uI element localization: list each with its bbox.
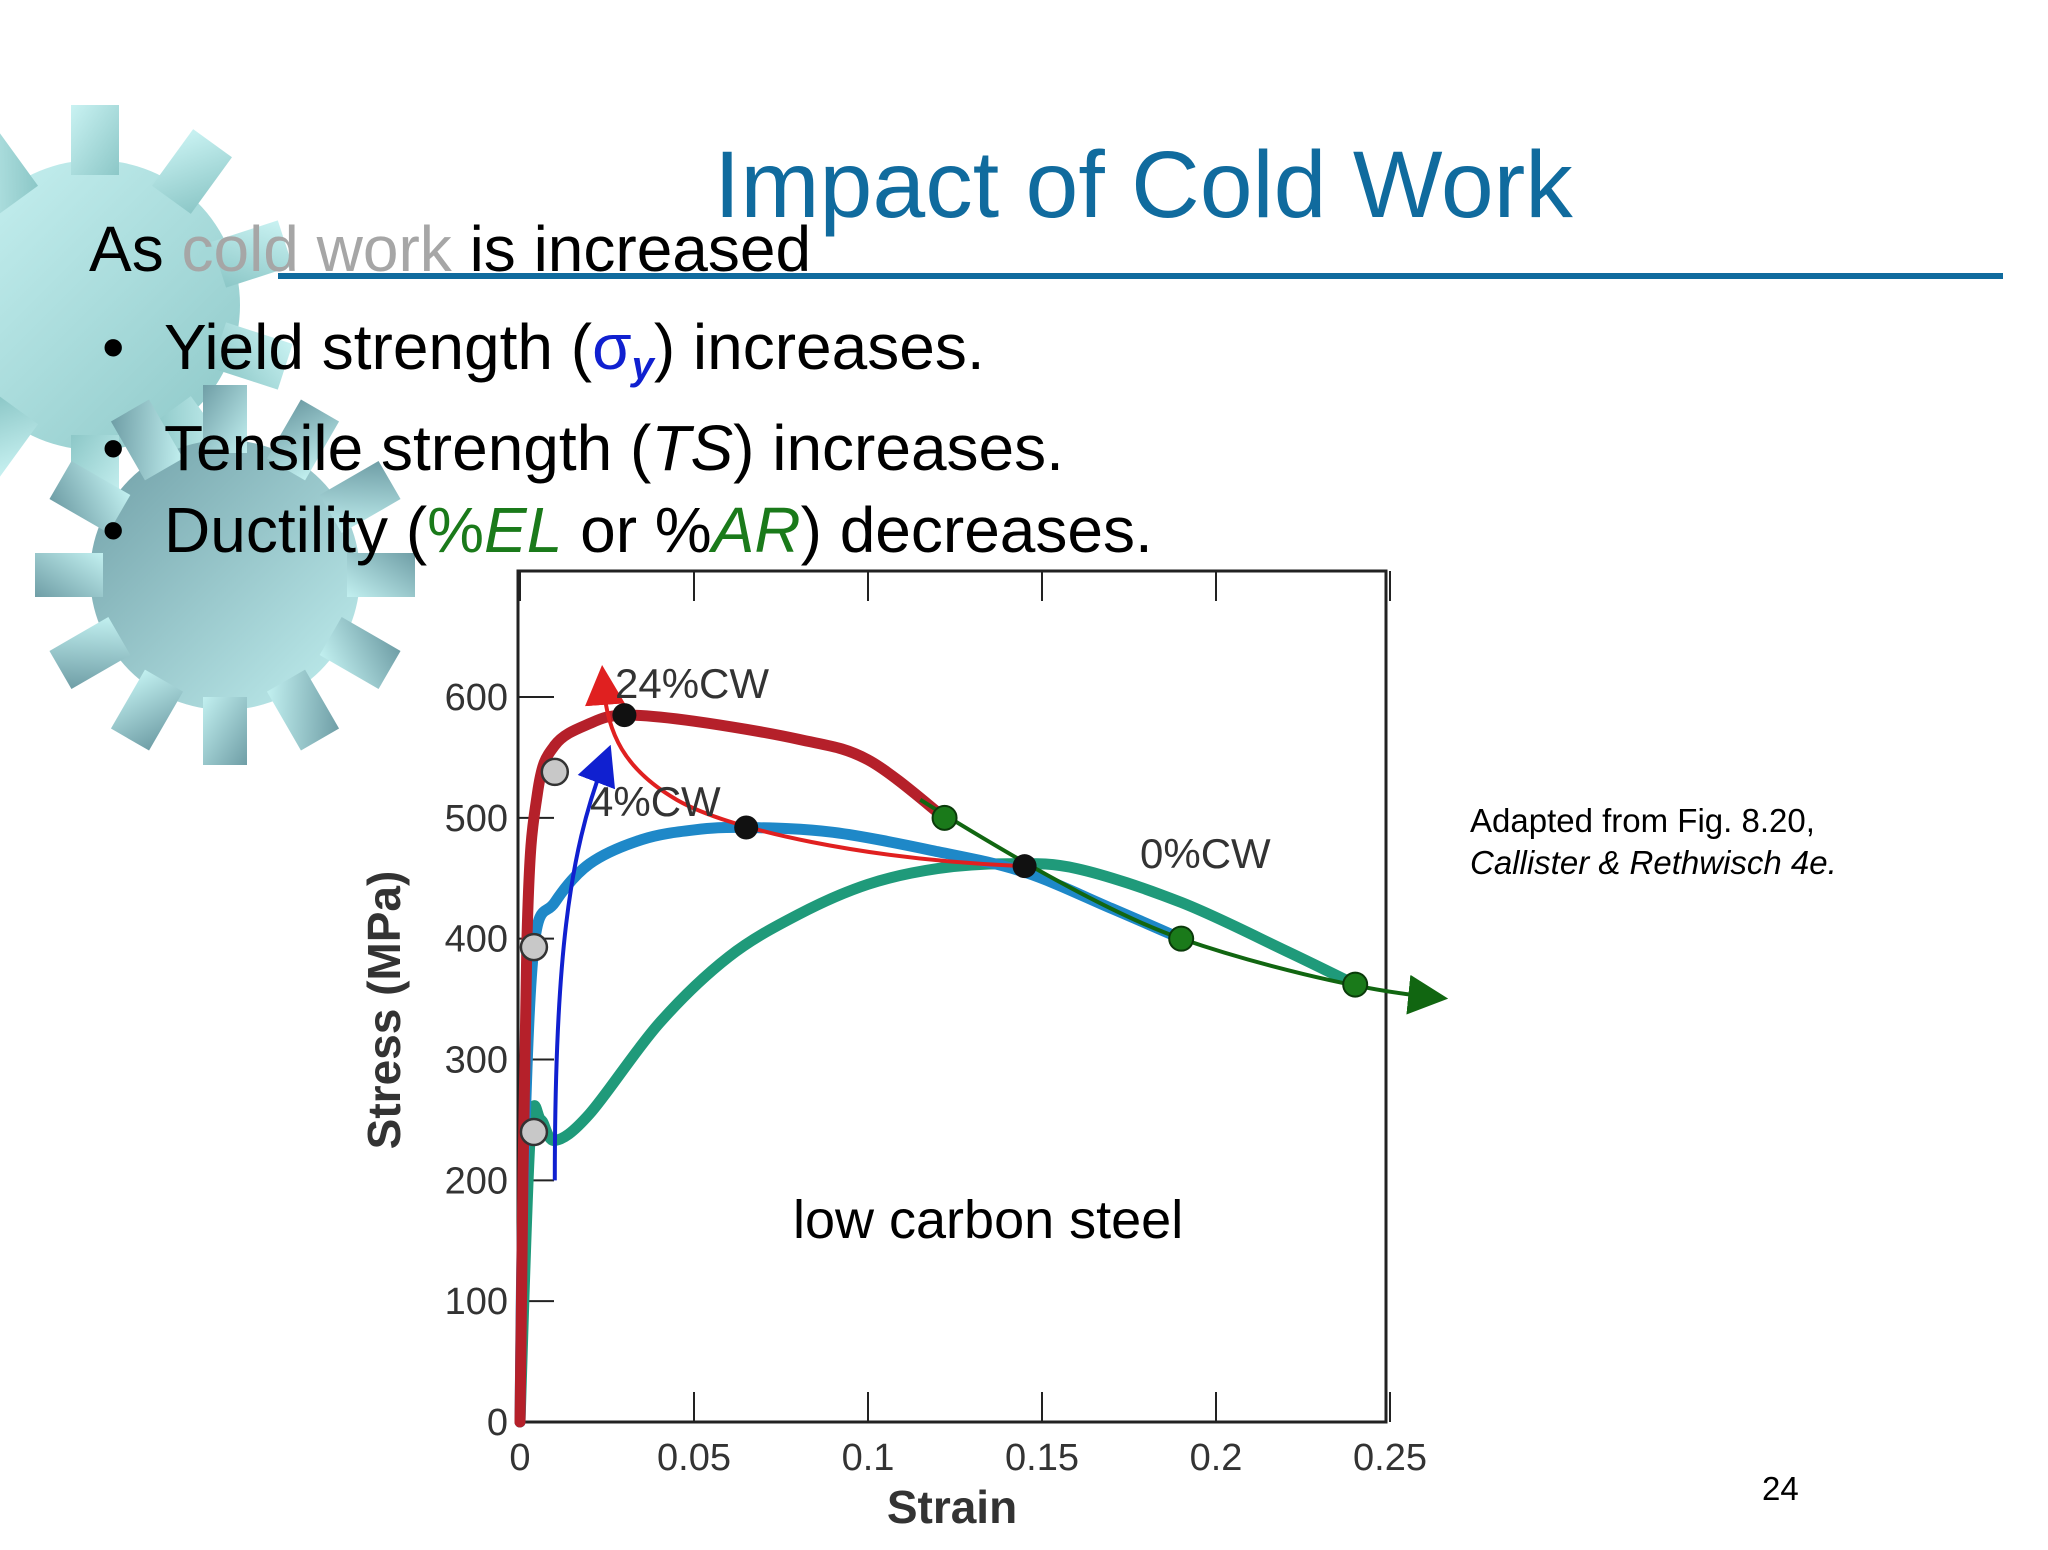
x-axis-label: Strain (887, 1481, 1017, 1533)
page-number: 24 (1762, 1470, 1799, 1507)
slide-title: Impact of Cold Work (714, 132, 1573, 238)
tensile-point-marker (612, 703, 637, 728)
yield-trend-arrow (552, 744, 616, 1181)
y-tick-label: 0 (487, 1402, 508, 1444)
bullet-text: or % (562, 494, 712, 566)
series-label-24cw: 24%CW (615, 660, 769, 707)
marker-layer (519, 703, 1369, 1147)
bullet-ductility: • Ductility (%EL or %AR) decreases. (100, 489, 1153, 571)
series-line-4pct-cw (514, 821, 1187, 1428)
lead-text: As cold work is increased (89, 214, 811, 284)
fracture-point-marker (931, 804, 958, 831)
yield-point-marker (519, 932, 549, 962)
sigma-subscript: y (631, 344, 654, 388)
bullet-glyph: • (102, 494, 125, 566)
stress-strain-chart: 0 0.05 0.1 0.15 0.2 0.25 0 100 200 300 400 500 600 2… (358, 569, 1449, 1533)
bullet-text: ) decreases. (800, 494, 1153, 566)
y-axis-label: Stress (MPa) (358, 871, 410, 1150)
tick-labels: 0 0.05 0.1 0.15 0.2 0.25 0 100 200 300 400 500 600 (445, 677, 1427, 1479)
bullet-glyph: • (102, 412, 125, 484)
y-tick-label: 100 (445, 1281, 508, 1323)
fracture-point-marker (1342, 971, 1369, 998)
lead-prefix: As (89, 213, 164, 285)
bullet-tensile-strength: • Tensile strength (TS) increases. (100, 407, 1153, 489)
sigma-symbol: σ (592, 311, 632, 383)
y-tick-label: 600 (445, 677, 508, 719)
bullet-text: ) increases. (653, 311, 985, 383)
term-ts: TS (651, 412, 734, 484)
bullet-text: Ductility ( (164, 494, 428, 566)
plot-frame (516, 569, 1388, 1424)
gear-icon-top (0, 105, 293, 505)
title-underline (278, 273, 2003, 279)
bullet-list: • Yield strength (σy) increases. • Tensile… (100, 306, 1153, 571)
caption-line-2: Callister & Rethwisch 4e. (1470, 842, 1837, 884)
lead-suffix: is increased (469, 213, 812, 285)
fracture-point-marker (1168, 925, 1195, 952)
x-tick-label: 0.1 (842, 1437, 895, 1479)
gear-decoration (0, 105, 415, 765)
y-tick-label: 300 (445, 1040, 508, 1082)
caption-source: Callister & Rethwisch 4e. (1470, 844, 1837, 881)
x-tick-label: 0 (509, 1437, 530, 1479)
x-tick-label: 0.15 (1005, 1437, 1079, 1479)
figure-caption: Adapted from Fig. 8.20, Callister & Reth… (1470, 800, 1837, 884)
bullet-text: Tensile strength ( (164, 412, 652, 484)
bullet-yield-strength: • Yield strength (σy) increases. (100, 306, 1153, 407)
series-line-24pct-cw (514, 709, 951, 1428)
series-label-4cw: 4%CW (590, 778, 721, 825)
pct-el-sign: % (427, 494, 485, 566)
yield-point-marker (540, 757, 570, 787)
bullet-text: ) increases. (733, 412, 1064, 484)
tensile-point-marker (734, 815, 759, 840)
y-tick-label: 400 (445, 919, 508, 961)
caption-line-1: Adapted from Fig. 8.20, (1470, 802, 1815, 839)
gear-icon-bottom (35, 385, 415, 765)
term-el: EL (484, 494, 563, 566)
x-tick-label: 0.25 (1353, 1437, 1427, 1479)
yield-point-marker (519, 1117, 549, 1147)
series-line-0pct-cw (514, 858, 1361, 1428)
tensile-trend-arrow (585, 664, 1025, 869)
bullet-glyph: • (102, 311, 125, 383)
bullet-text: Yield strength ( (164, 311, 593, 383)
term-ar: AR (711, 494, 801, 566)
x-tick-label: 0.05 (657, 1437, 731, 1479)
series-label-0cw: 0%CW (1140, 830, 1271, 877)
y-tick-label: 200 (445, 1160, 508, 1202)
lead-highlight: cold work (181, 213, 452, 285)
y-tick-label: 500 (445, 798, 508, 840)
tensile-point-marker (1012, 854, 1037, 879)
x-tick-label: 0.2 (1190, 1437, 1243, 1479)
trend-arrows (552, 664, 1449, 1181)
chart-annotation: low carbon steel (793, 1190, 1183, 1250)
